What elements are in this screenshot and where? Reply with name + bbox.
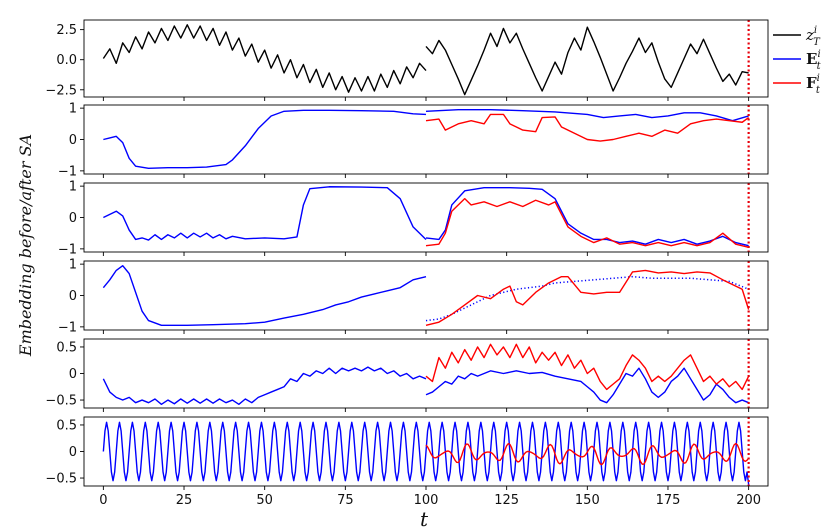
panel-lines (103, 109, 750, 170)
series-after-line (425, 113, 750, 142)
legend-item: Fi t (773, 73, 821, 96)
x-tick-label: 200 (736, 493, 761, 508)
y-tick-label: 0 (69, 289, 77, 304)
y-tick-label: −2.5 (45, 83, 77, 98)
legend-label: Fi t (806, 73, 821, 96)
x-axis-label: t (420, 507, 429, 529)
y-tick-label: 0 (69, 133, 77, 148)
y-tick-label: 0 (69, 211, 77, 226)
series-after-line (425, 343, 750, 391)
panel-embedding-4: 0.5 0 −0.5 (45, 338, 769, 412)
y-tick-label: 0.5 (56, 418, 77, 433)
series-before-line (102, 366, 427, 405)
panel-lines (102, 343, 750, 405)
x-tick-label: 125 (494, 493, 519, 508)
panel-lines (102, 265, 750, 326)
y-tick-label: −1 (58, 164, 77, 179)
y-tick-label: 1 (69, 102, 77, 117)
y-axis-label: Embedding before/after SA (16, 134, 35, 357)
series-after-line (425, 197, 749, 248)
y-tick-label: 0 (69, 445, 77, 460)
legend: zi TEi tFi t (773, 25, 822, 96)
y-tick-label: 1 (69, 180, 77, 195)
panel-input-signal: 2.5 0.0 −2.5 (45, 19, 769, 101)
y-tick-label: −1 (58, 242, 77, 257)
panel-frame (83, 338, 769, 409)
panel-embedding-3: 1 0 −1 (58, 258, 769, 335)
series-before-line (425, 187, 749, 247)
panel-frame (83, 260, 769, 331)
legend-item: Ei t (773, 49, 822, 72)
panel-embedding-5: 0.5 0 −0.5 0 25 50 75 100 125 150 175 200 (45, 416, 769, 508)
x-tick-label: 100 (414, 493, 439, 508)
series-before-line (103, 186, 427, 241)
series-before-line (102, 265, 427, 326)
y-tick-label: −0.5 (45, 394, 77, 409)
y-tick-label: 0.0 (56, 53, 77, 68)
y-tick-label: −0.5 (45, 472, 77, 487)
y-tick-label: −1 (58, 320, 77, 335)
series-after-line (425, 269, 750, 326)
y-tick-label: 0.5 (56, 340, 77, 355)
panel-frame (83, 19, 769, 98)
panel-embedding-1: 1 0 −1 (58, 102, 769, 179)
legend-label: Ei t (806, 49, 822, 72)
x-tick-label: 150 (575, 493, 600, 508)
series-before-line (102, 421, 427, 482)
panels: 2.50.0−2.510−110−110−10.50−0.50.50−0.50 2… (45, 19, 769, 508)
series-before-line (425, 109, 749, 122)
panel-lines (102, 24, 749, 96)
panel-embedding-2: 1 0 −1 (58, 180, 769, 257)
x-tick-label: 0 (99, 493, 107, 508)
x-tick-label: 175 (656, 493, 681, 508)
x-tick-label: 50 (256, 493, 273, 508)
x-tick-label: 25 (176, 493, 193, 508)
panel-lines (102, 421, 750, 485)
series-input-line (425, 26, 749, 96)
y-tick-label: 0 (69, 367, 77, 382)
legend-item: zi T (773, 25, 821, 48)
panel-frame (83, 104, 769, 175)
series-after-line (425, 442, 750, 466)
panel-lines (103, 186, 749, 248)
legend-label: zi T (805, 25, 821, 48)
series-before-line (425, 367, 749, 404)
y-tick-label: 1 (69, 258, 77, 273)
x-tick-label: 75 (337, 493, 354, 508)
y-tick-label: 2.5 (56, 23, 77, 38)
series-before-line (103, 109, 427, 170)
series-input-line (102, 24, 427, 93)
